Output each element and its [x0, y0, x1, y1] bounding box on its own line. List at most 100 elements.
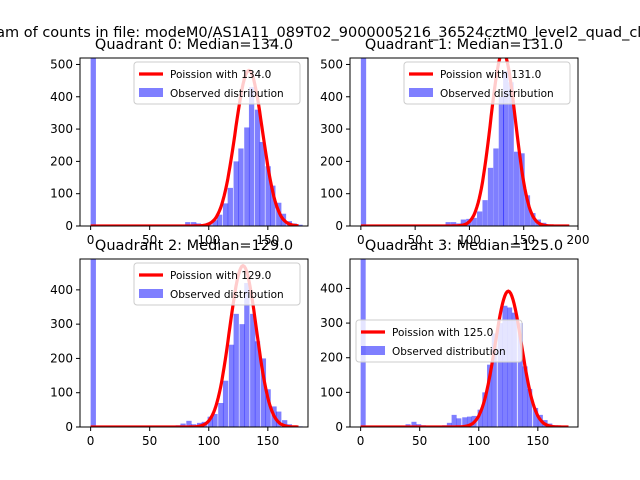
histogram-bar: [185, 222, 191, 226]
histogram-bar: [254, 109, 261, 226]
histogram-bar: [259, 142, 265, 226]
legend-bar-swatch: [361, 346, 385, 355]
x-tick-label: 50: [408, 233, 423, 247]
subplot-quadrant-2: 0 50 100 150 0 100 200 300 400 Quadrant 2: Median…: [50, 238, 309, 448]
histogram-bar: [498, 96, 505, 226]
histogram-bar: [527, 388, 533, 427]
y-tick-label: 0: [335, 219, 343, 233]
legend-label-observed: Observed distribution: [440, 88, 554, 100]
histogram-bar: [248, 87, 255, 226]
histogram-bar: [466, 416, 473, 427]
legend-label-poisson: Poission with 134.0: [170, 69, 271, 81]
y-tick-label: 300: [320, 122, 343, 136]
legend-box: [133, 262, 301, 306]
histogram-bar: [90, 58, 96, 226]
histogram-bar: [530, 213, 536, 226]
y-tick-label: 200: [320, 351, 343, 365]
x-tick-label: 100: [197, 434, 220, 448]
histogram-bar: [244, 283, 250, 427]
axes-frame: [349, 258, 579, 428]
histogram-bar: [250, 313, 256, 427]
x-tick-label: 100: [467, 434, 490, 448]
x-tick-label: 150: [512, 233, 535, 247]
histogram-bar: [222, 203, 229, 226]
legend-box: [355, 319, 523, 363]
histogram-bar: [180, 423, 186, 427]
histogram-bar: [446, 422, 452, 427]
histogram-bar: [265, 166, 271, 226]
histogram-bar: [511, 312, 517, 427]
histogram-bar: [233, 313, 239, 427]
histogram-bar: [191, 222, 197, 226]
x-tick-label: 50: [142, 434, 157, 448]
histogram-bar: [491, 333, 497, 427]
y-tick-label: 300: [320, 316, 343, 330]
histogram-bar: [462, 417, 468, 427]
y-tick-label: 0: [65, 219, 73, 233]
y-tick-label: 500: [50, 57, 73, 71]
histogram-bar: [477, 211, 483, 226]
legend-label-observed: Observed distribution: [392, 346, 506, 358]
histogram-bar: [450, 222, 457, 226]
y-tick-label: 500: [320, 57, 343, 71]
legend-label-poisson: Poission with 131.0: [440, 69, 541, 81]
histogram-bars: [360, 58, 570, 226]
subplot-title: Quadrant 3: Median=125.0: [365, 238, 563, 254]
subplot-title: Quadrant 1: Median=131.0: [365, 37, 563, 53]
y-tick-label: 300: [50, 122, 73, 136]
x-tick-label: 50: [142, 233, 157, 247]
y-tick-label: 0: [335, 420, 343, 434]
histogram-bar: [456, 418, 462, 427]
histogram-bar: [260, 358, 267, 427]
subplot-title: Quadrant 0: Median=134.0: [95, 37, 293, 53]
y-tick-label: 400: [320, 90, 343, 104]
x-tick-label: 150: [256, 233, 279, 247]
poisson-fit-line: [360, 289, 569, 427]
histogram-bar: [522, 366, 528, 427]
histogram-bar: [524, 195, 531, 226]
histogram-bar: [265, 389, 271, 427]
histogram-bar: [502, 305, 508, 427]
y-tick-label: 200: [50, 351, 73, 365]
y-tick-label: 100: [50, 187, 73, 201]
legend-label-poisson: Poission with 129.0: [170, 270, 271, 282]
x-tick-label: 0: [87, 434, 95, 448]
legend-bar-swatch: [139, 88, 163, 97]
histogram-bar: [212, 413, 218, 427]
histogram-bar: [497, 323, 503, 427]
x-tick-label: 150: [526, 434, 549, 448]
legend-label-poisson: Poission with 125.0: [392, 327, 493, 339]
legend-box: [403, 61, 571, 105]
histogram-bar: [519, 153, 525, 226]
subplot-quadrant-3: 0 50 100 150 0 100 200 300 400 Quadrant 3: Median…: [320, 238, 579, 448]
legend-bar-swatch: [139, 289, 163, 298]
subplot-title: Quadrant 2: Median=129.0: [95, 238, 293, 254]
poisson-fit-line: [360, 58, 570, 226]
histogram-bar: [212, 220, 218, 226]
histogram-bar: [218, 403, 224, 427]
histogram-bar: [460, 219, 467, 226]
histogram-bar: [227, 187, 233, 226]
x-tick-label: 0: [87, 233, 95, 247]
legend-label-observed: Observed distribution: [170, 289, 284, 301]
axes-frame: [79, 57, 309, 227]
axes-frame: [79, 258, 309, 428]
subplot-quadrant-0: 0 50 100 150 0 100 200 300 400 500 Quadrant 0: Med…: [50, 37, 309, 247]
y-tick-label: 400: [50, 90, 73, 104]
y-tick-label: 400: [320, 281, 343, 295]
x-tick-label: 50: [412, 434, 427, 448]
histogram-bar: [233, 161, 239, 226]
histogram-bar: [297, 224, 303, 226]
histogram-bar: [477, 409, 483, 427]
histogram-bar: [487, 167, 494, 226]
x-tick-label: 100: [458, 233, 481, 247]
histogram-bar: [487, 364, 493, 427]
histogram-bar: [513, 151, 520, 226]
histogram-bar: [239, 324, 245, 427]
histogram-bar: [217, 214, 223, 226]
histogram-bar: [254, 341, 261, 427]
histogram-bar: [493, 148, 499, 226]
x-tick-label: 200: [567, 233, 590, 247]
y-tick-label: 200: [320, 154, 343, 168]
